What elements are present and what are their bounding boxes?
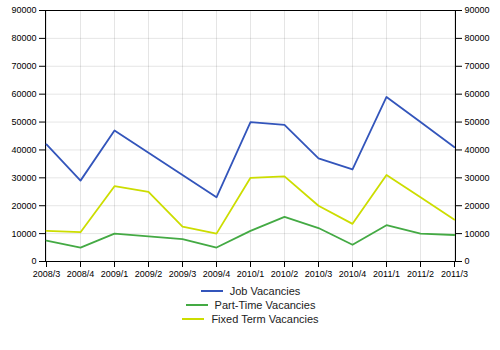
svg-text:2011/3: 2011/3	[441, 269, 468, 279]
svg-text:20000: 20000	[11, 201, 36, 211]
svg-text:2008/3: 2008/3	[33, 269, 61, 279]
svg-text:80000: 80000	[11, 33, 36, 43]
svg-text:2010/1: 2010/1	[237, 269, 265, 279]
html-text:Fixed Term Vacancies: Fixed Term Vacancies	[211, 313, 319, 325]
svg-text:2010/4: 2010/4	[339, 269, 367, 279]
svg-text:90000: 90000	[465, 5, 490, 15]
svg-text:2009/3: 2009/3	[169, 269, 197, 279]
svg-text:0: 0	[465, 256, 470, 266]
svg-text:2008/4: 2008/4	[67, 269, 95, 279]
svg-text:70000: 70000	[465, 61, 490, 71]
svg-text:40000: 40000	[465, 145, 490, 155]
html-text:Part-Time Vacancies: Part-Time Vacancies	[214, 299, 316, 311]
svg-text:10000: 10000	[465, 228, 490, 238]
svg-text:60000: 60000	[11, 89, 36, 99]
svg-text:2010/3: 2010/3	[305, 269, 333, 279]
svg-text:2009/1: 2009/1	[101, 269, 129, 279]
svg-text:10000: 10000	[11, 228, 36, 238]
svg-text:2009/4: 2009/4	[203, 269, 231, 279]
svg-text:60000: 60000	[465, 89, 490, 99]
svg-text:70000: 70000	[11, 61, 36, 71]
html-text:Job Vacancies: Job Vacancies	[229, 285, 301, 297]
svg-text:0: 0	[31, 256, 36, 266]
svg-text:20000: 20000	[465, 201, 490, 211]
svg-text:50000: 50000	[11, 117, 36, 127]
svg-text:2010/2: 2010/2	[271, 269, 299, 279]
svg-text:40000: 40000	[11, 145, 36, 155]
svg-text:30000: 30000	[465, 173, 490, 183]
svg-text:50000: 50000	[465, 117, 490, 127]
svg-text:2011/1: 2011/1	[373, 269, 400, 279]
svg-text:80000: 80000	[465, 33, 490, 43]
svg-text:2009/2: 2009/2	[135, 269, 163, 279]
svg-text:2011/2: 2011/2	[407, 269, 434, 279]
svg-text:90000: 90000	[11, 5, 36, 15]
svg-text:30000: 30000	[11, 173, 36, 183]
